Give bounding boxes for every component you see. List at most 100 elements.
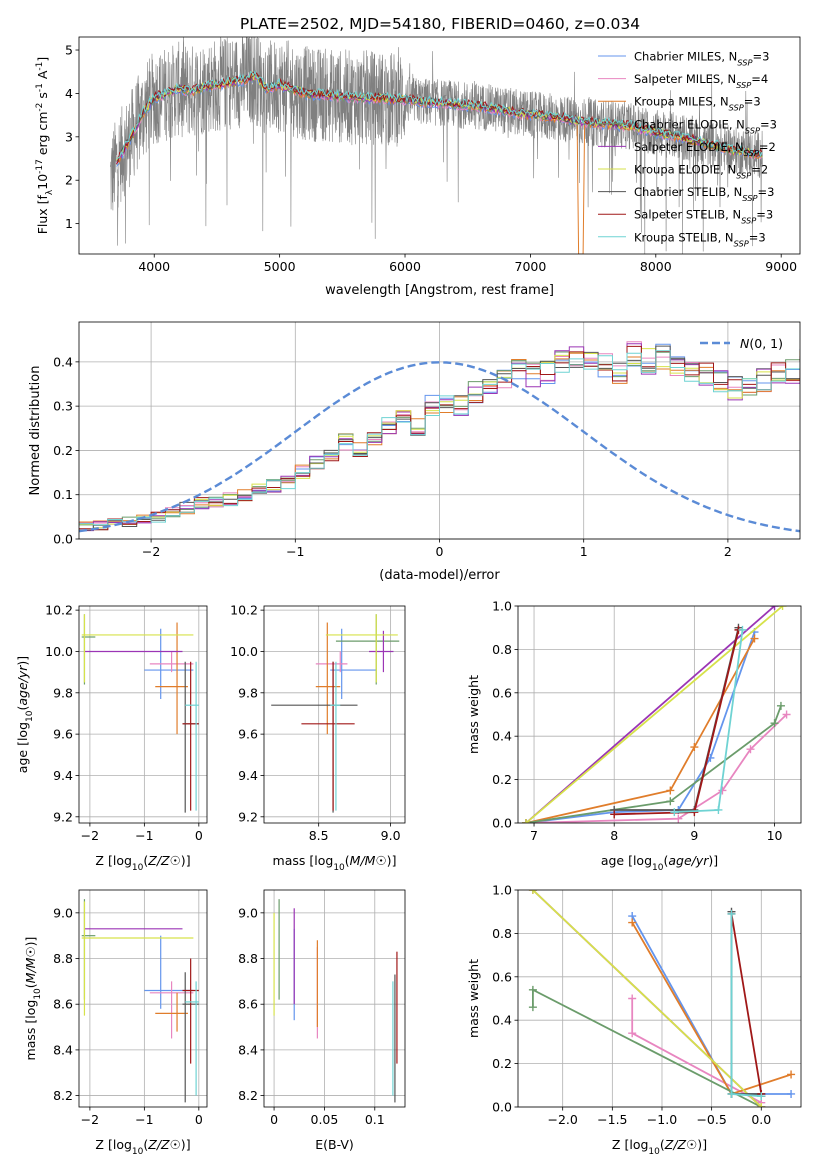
- plot-area: [273, 899, 398, 1103]
- y-tick-label: 0.2: [53, 443, 73, 458]
- y-tick-label: 10.2: [45, 603, 73, 618]
- y-tick-label: 9.8: [238, 685, 258, 700]
- y-tick-label: 10.0: [230, 644, 258, 659]
- weight-vs-age-panel: 7 8 9 10 0.0 0.2 0.4 0.6 0.8 1.0 age [log10(age/yr…: [466, 599, 802, 873]
- y-tick-label: 1.0: [492, 883, 512, 898]
- plus-marker: [666, 797, 675, 806]
- axes-frame: [263, 889, 406, 1108]
- histogram-kroupa-stelib: [79, 350, 800, 526]
- y-tick-label: 9.2: [53, 809, 73, 824]
- y-tick-label: 9.8: [53, 685, 73, 700]
- legend-entry: Chabrier STELIB, NSSP=3: [634, 185, 774, 203]
- weight-line-salpeter-miles: [525, 713, 788, 823]
- plus-marker: [757, 1092, 766, 1101]
- observed-spectrum: [110, 37, 763, 254]
- x-axis-label: Z [log10(Z/Z☉)]: [95, 1137, 190, 1157]
- legend-entry: Chabrier MILES, NSSP=3: [634, 50, 769, 68]
- plus-marker: [610, 810, 619, 819]
- x-tick-label: 0: [195, 828, 203, 843]
- legend-entry: Kroupa STELIB, NSSP=3: [634, 230, 766, 248]
- y-tick-label: 10.2: [230, 603, 258, 618]
- x-tick-label: 8000: [640, 259, 672, 274]
- x-tick-label: 8.5: [309, 828, 329, 843]
- axes-frame: [78, 605, 208, 824]
- y-axis-label: age [log10(age/yr)]: [15, 656, 35, 773]
- legend-entry: Kroupa MILES, NSSP=3: [634, 95, 761, 113]
- plot-area: [271, 614, 400, 813]
- x-axis-label: age [log10(age/yr)]: [601, 853, 718, 873]
- histogram-salpeter-miles: [79, 341, 800, 525]
- y-tick-label: 0.0: [492, 816, 512, 831]
- x-tick-label: 7000: [515, 259, 547, 274]
- legend-entry: Salpeter MILES, NSSP=4: [634, 72, 768, 90]
- plus-marker: [770, 606, 779, 610]
- figure-title: PLATE=2502, MJD=54180, FIBERID=0460, z=0…: [240, 15, 640, 33]
- y-tick-label: 0.2: [492, 772, 512, 787]
- y-tick-label: 0.2: [492, 1056, 512, 1071]
- x-tick-label: −1.0: [647, 1112, 677, 1127]
- x-tick-label: 7: [530, 828, 538, 843]
- legend-entry: Chabrier ELODIE, NSSP=3: [634, 117, 777, 135]
- x-tick-label: 10: [767, 828, 783, 843]
- x-tick-label: 6000: [389, 259, 421, 274]
- weight-line-chabrier-elodie: [525, 705, 782, 823]
- x-tick-label: −1.5: [597, 1112, 627, 1127]
- x-tick-label: −1: [135, 828, 153, 843]
- x-tick-label: −2: [81, 1112, 99, 1127]
- model-spectrum-salpeter-stelib: [116, 71, 763, 165]
- axes-frame: [78, 36, 801, 255]
- x-tick-label: 8: [610, 828, 618, 843]
- x-tick-label: 0.0: [751, 1112, 771, 1127]
- plus-marker: [528, 890, 537, 894]
- mass-vs-metallicity-panel: −2 −1 0 8.2 8.4 8.6 8.8 9.0 Z [log10(Z/Z☉)] mass …: [23, 889, 208, 1157]
- y-tick-label: 0.8: [492, 926, 512, 941]
- y-tick-label: 0.0: [492, 1100, 512, 1115]
- axes-frame: [517, 889, 802, 1108]
- y-tick-label: 10.0: [45, 644, 73, 659]
- plus-marker: [714, 805, 723, 814]
- y-axis-label: mass weight: [466, 675, 481, 754]
- x-axis-label: (data-model)/error: [379, 568, 500, 583]
- y-tick-label: 8.8: [238, 951, 258, 966]
- plot-area: [522, 606, 791, 823]
- weight-line-chabrier-elodie: [532, 988, 762, 1107]
- x-tick-label: 9.0: [381, 828, 401, 843]
- y-tick-label: 5: [65, 43, 73, 58]
- y-axis-label: mass weight: [466, 959, 481, 1038]
- age-vs-metallicity-panel: −2 −1 0 9.2 9.4 9.6 9.8 10.0 10.2 Z [log10(Z/Z☉)]…: [15, 603, 208, 873]
- plus-marker: [528, 1003, 537, 1012]
- x-tick-label: 0: [270, 1112, 278, 1127]
- x-tick-label: 9: [690, 828, 698, 843]
- y-tick-label: 0.3: [53, 399, 73, 414]
- plus-marker: [787, 1089, 796, 1098]
- y-tick-label: 9.6: [53, 727, 73, 742]
- histogram-salpeter-elodie: [79, 343, 800, 532]
- x-axis-label: Z [log10(Z/Z☉)]: [612, 1137, 707, 1157]
- plus-marker: [522, 819, 531, 823]
- axes-frame: [263, 605, 406, 824]
- weight-vs-metallicity-panel: −2.0 −1.5 −1.0 −0.5 0.0 0.0 0.2 0.4 0.6 0.8 1.0 Z […: [466, 883, 802, 1157]
- x-tick-label: 0: [195, 1112, 203, 1127]
- axes-frame: [78, 889, 208, 1108]
- y-tick-label: 2: [65, 173, 73, 188]
- y-tick-label: 1.0: [492, 599, 512, 614]
- y-tick-label: 3: [65, 129, 73, 144]
- plus-marker: [628, 994, 637, 1003]
- plus-marker: [628, 1029, 637, 1038]
- y-tick-label: 9.0: [53, 905, 73, 920]
- x-tick-label: −2.0: [548, 1112, 578, 1127]
- plot-area: [81, 899, 199, 1103]
- residuals-histogram-panel: −2 −1 0 1 2 0.0 0.1 0.2 0.3 0.4 N(0, 1) (data-model…: [28, 321, 801, 583]
- y-axis-label: Flux [fλ10-17 erg cm-2 s-1 A-1]: [35, 57, 55, 235]
- x-tick-label: −0.5: [696, 1112, 726, 1127]
- plus-marker: [776, 701, 785, 710]
- x-axis-label: E(B-V): [315, 1137, 354, 1152]
- y-tick-label: 0.4: [53, 354, 73, 369]
- y-tick-label: 8.6: [238, 997, 258, 1012]
- plot-area: [79, 341, 800, 533]
- weight-line-salpeter-stelib: [614, 629, 740, 816]
- legend-entry: Salpeter STELIB, NSSP=3: [634, 208, 773, 226]
- plus-marker: [666, 786, 675, 795]
- plus-marker: [750, 634, 759, 643]
